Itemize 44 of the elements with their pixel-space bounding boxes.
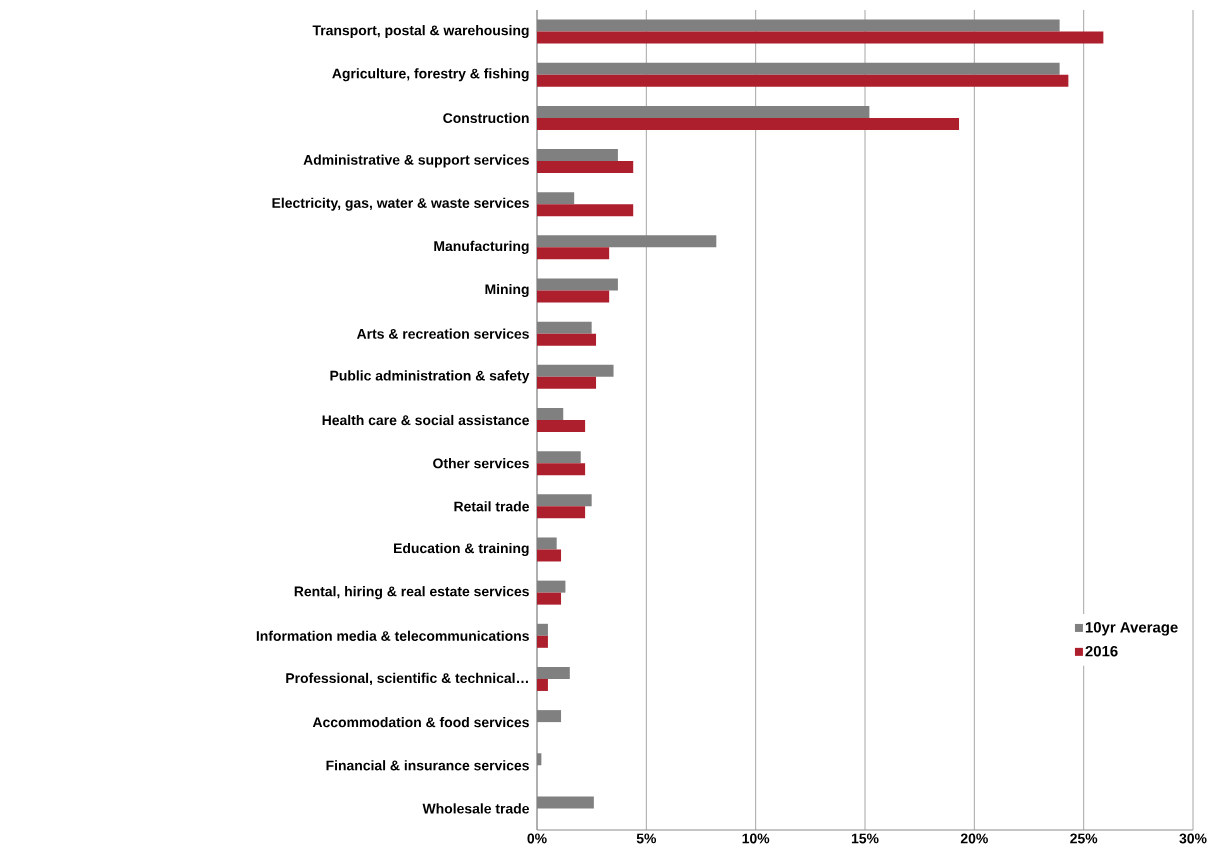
bar (537, 635, 548, 648)
y-tick-label: Electricity, gas, water & waste services (272, 197, 529, 211)
x-tick-label: 20% (960, 833, 988, 844)
x-tick-label: 15% (851, 833, 879, 844)
y-tick-label: Rental, hiring & real estate services (294, 586, 529, 600)
y-tick-label: Health care & social assistance (322, 414, 529, 426)
y-tick-label: Transport, postal & warehousing (312, 25, 529, 39)
bar (537, 290, 610, 303)
bar (537, 204, 634, 217)
y-tick-label: Agriculture, forestry & fishing (332, 68, 529, 82)
bar (537, 31, 1104, 44)
y-tick-label: Financial & insurance services (326, 760, 529, 771)
bar (537, 247, 610, 260)
x-tick-label: 30% (1179, 833, 1207, 844)
bar (537, 74, 1069, 87)
bar (537, 333, 597, 346)
bar (537, 463, 586, 476)
bar (537, 592, 562, 605)
y-tick-label: Mining (485, 284, 529, 298)
y-tick-label: Information media & telecommunications (256, 630, 529, 641)
y-tick-label: Retail trade (454, 501, 529, 512)
y-tick-label: Accommodation & food services (312, 716, 529, 728)
y-tick-label: Manufacturing (434, 240, 529, 254)
y-tick-label: Construction (443, 112, 529, 124)
legend-label: 10yr Average (1085, 621, 1178, 636)
bar (537, 420, 586, 433)
bar (537, 376, 597, 389)
x-tick-label: 0% (527, 833, 547, 844)
y-tick-label: Wholesale trade (422, 803, 529, 814)
x-tick-label: 5% (636, 833, 657, 844)
x-tick-label: 10% (742, 833, 770, 844)
bar (537, 161, 634, 174)
bar (537, 678, 548, 691)
y-tick-label: Administrative & support services (303, 154, 529, 168)
y-tick-label: Arts & recreation services (356, 328, 529, 339)
bar (537, 549, 562, 562)
x-tick-label: 25% (1070, 833, 1098, 844)
legend-label: 2016 (1085, 645, 1118, 657)
bar (537, 506, 586, 519)
y-tick-label: Other services (433, 458, 529, 469)
y-tick-label: Public administration & safety (330, 370, 530, 384)
bar (537, 117, 960, 130)
y-tick-label: Professional, scientific & technical… (286, 672, 528, 686)
y-tick-label: Education & training (394, 542, 529, 557)
